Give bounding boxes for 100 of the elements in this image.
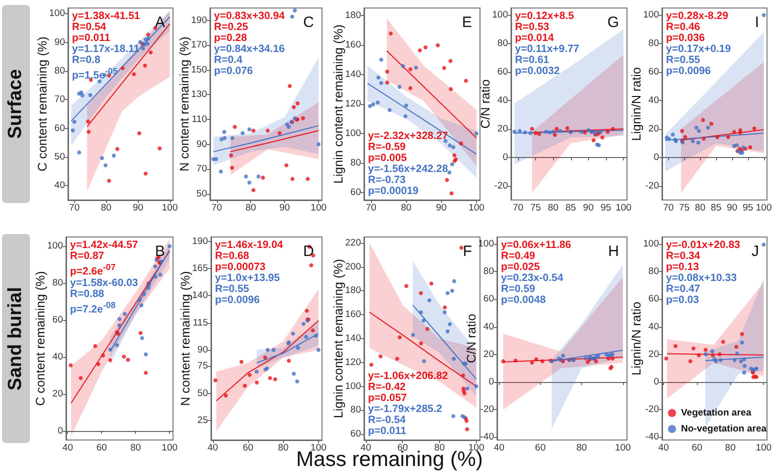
- annotation: R=0.61: [515, 54, 550, 66]
- y-tick-label: 130: [191, 89, 207, 100]
- y-tick-label: 100: [47, 240, 63, 252]
- chart-title: I: [754, 14, 760, 31]
- y-tick-label: 0: [654, 152, 659, 163]
- y-tick-label: 140: [345, 68, 361, 80]
- annotation: R=0.4: [214, 54, 242, 66]
- annotation: y=1.38x-41.51: [72, 10, 140, 22]
- y-tick-label: 60: [648, 294, 659, 305]
- annotation: R=0.55: [215, 283, 250, 295]
- y-tick-label: 80: [497, 38, 508, 50]
- x-tick-label: 40: [360, 442, 372, 454]
- y-tick-label: 100: [345, 380, 361, 392]
- x-tick-label: 95: [742, 202, 754, 214]
- x-tick-label: 100: [614, 442, 631, 454]
- y-tick-label: 100: [49, 8, 65, 20]
- y-tick-label: 170: [191, 40, 207, 51]
- y-tick-label: 70: [196, 164, 207, 175]
- x-tick-label: 80: [576, 442, 587, 454]
- annotation: y=-1.79x+285.2: [368, 403, 444, 415]
- annotation: p=0.014: [515, 32, 555, 44]
- y-tick-label: 80: [648, 38, 659, 50]
- y-tick-label: 100: [643, 10, 659, 21]
- annotation: p=0.0048: [501, 294, 547, 306]
- x-tick-label: 90: [132, 202, 144, 214]
- y-tick-label: 80: [350, 158, 361, 169]
- annotation: y=1.17x-18.11: [72, 43, 140, 55]
- annotation: y=-1.06x+206.82: [368, 370, 448, 382]
- chart-title: H: [608, 243, 620, 260]
- x-tick-label: 85: [565, 202, 576, 214]
- y-tick-label: 60: [497, 66, 508, 78]
- y-tick-label: 20: [648, 348, 659, 360]
- y-tick-label: -20: [645, 404, 659, 416]
- y-tick-label: 60: [52, 314, 63, 326]
- legend-label: Vegetation area: [681, 408, 752, 418]
- x-tick-label: 90: [279, 202, 290, 214]
- y-tick-label: -20: [494, 180, 508, 192]
- annotation: R=0.59: [501, 283, 536, 295]
- y-tick-label: 40: [648, 321, 659, 332]
- y-tick-label: 50: [197, 388, 208, 399]
- y-tick-label: 0: [654, 376, 659, 388]
- annotation: p=0.03: [666, 294, 700, 306]
- annotation: p=0.0096: [215, 294, 261, 306]
- annotation: p=1.5e$^{-05}$: [72, 66, 119, 82]
- y-tick-label: 180: [345, 10, 361, 21]
- y-axis-title: N content remaining (%): [178, 36, 192, 172]
- y-tick-label: 0: [488, 376, 494, 388]
- y-axis-title: C content remaining (%): [34, 271, 48, 406]
- annotation: R=0.87: [70, 250, 104, 262]
- x-tick-label: 70: [663, 202, 674, 214]
- y-tick-label: 200: [345, 261, 361, 272]
- annotation: y=1.58x-60.03: [70, 276, 138, 288]
- chart-title: B: [154, 243, 166, 260]
- x-tick-label: 80: [130, 442, 141, 454]
- x-tick-label: 95: [600, 202, 612, 214]
- y-tick-label: 140: [345, 333, 361, 344]
- x-tick-label: 100: [756, 442, 772, 454]
- x-tick-label: 60: [397, 442, 408, 454]
- x-tick-label: 90: [583, 202, 594, 214]
- x-tick-label: 90: [726, 202, 738, 214]
- y-tick-label: 90: [196, 138, 207, 150]
- y-tick-label: 80: [483, 266, 494, 278]
- x-tick-label: 60: [692, 442, 702, 454]
- x-tick-label: 80: [694, 202, 706, 214]
- y-tick-label: 190: [192, 236, 208, 247]
- annotation: p=0.28: [214, 32, 248, 44]
- x-tick-label: 40: [207, 442, 218, 454]
- x-tick-label: 70: [69, 202, 80, 214]
- annotation: p=0.011: [368, 425, 408, 437]
- x-tick-label: 90: [436, 202, 447, 214]
- y-tick-label: 115: [192, 317, 208, 328]
- y-axis-title: Lignin/N ratio: [630, 302, 644, 376]
- chart-title: C: [303, 14, 314, 31]
- x-tick-label: 85: [710, 202, 722, 214]
- x-tick-label: 60: [242, 442, 254, 454]
- y-tick-label: 90: [197, 344, 208, 356]
- x-tick-label: 80: [548, 202, 558, 214]
- x-tick-label: 75: [530, 202, 541, 214]
- x-tick-label: 100: [162, 442, 178, 454]
- annotation: y=0.83x+30.94: [214, 10, 285, 22]
- annotation: y=-1.56x+242.28: [368, 163, 448, 175]
- y-axis-title: N content remaining (%): [178, 271, 192, 406]
- annotation: R=0.25: [214, 21, 248, 33]
- y-tick-label: 20: [52, 388, 63, 400]
- x-tick-label: 100: [756, 202, 772, 214]
- text: Sand burial: [5, 286, 27, 390]
- y-tick-label: -40: [480, 432, 494, 443]
- x-tick-label: 70: [512, 202, 524, 214]
- x-tick-label: 60: [96, 442, 107, 454]
- annotation: p=0.036: [666, 32, 706, 44]
- y-tick-label: 120: [345, 98, 361, 110]
- y-tick-label: 100: [492, 10, 508, 21]
- x-tick-label: 40: [62, 442, 73, 454]
- y-tick-label: -20: [480, 404, 494, 416]
- chart-title: E: [462, 14, 472, 31]
- annotation: p=0.13: [666, 261, 700, 273]
- y-tick-label: 50: [196, 188, 207, 200]
- y-tick-label: 160: [345, 309, 361, 320]
- annotation: p=0.057: [368, 392, 408, 404]
- annotation: R=0.55: [666, 54, 700, 66]
